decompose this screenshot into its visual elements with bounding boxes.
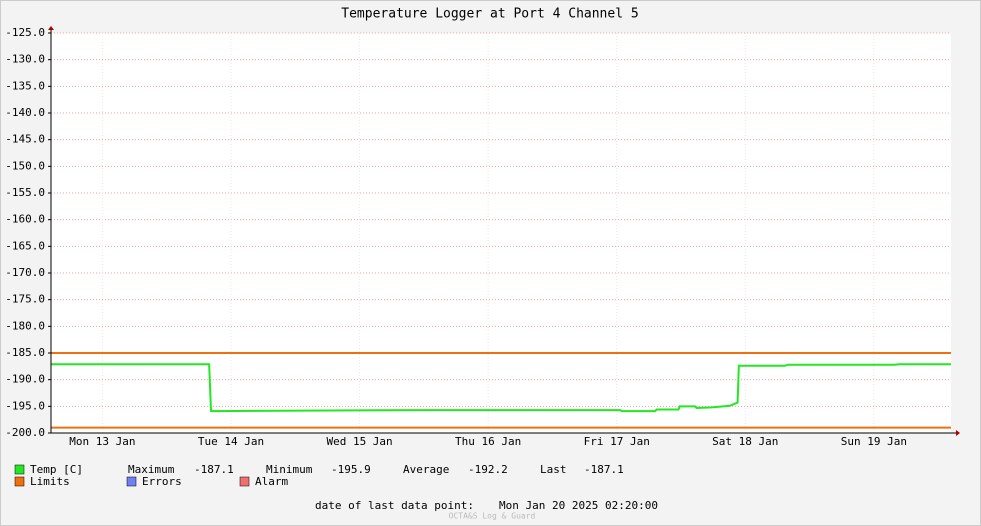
y-tick-label: -140.0	[5, 106, 45, 119]
legend: Temp [C] Maximum -187.1 Minimum -195.9 Averag…	[14, 463, 624, 488]
y-tick-label: -150.0	[5, 159, 45, 172]
y-tick-label: -200.0	[5, 426, 45, 439]
y-tick-label: -195.0	[5, 399, 45, 412]
y-tick-label: -145.0	[5, 133, 45, 146]
data-line	[51, 363, 951, 413]
y-tick-label: -155.0	[5, 186, 45, 199]
x-tick-label: Sat 18 Jan	[712, 435, 778, 448]
y-tick-label: -165.0	[5, 239, 45, 252]
x-tick-label: Sun 19 Jan	[841, 435, 907, 448]
grid	[51, 32, 951, 434]
y-tick-label: -175.0	[5, 293, 45, 306]
legend-label: Alarm	[255, 475, 288, 488]
x-tick-label: Tue 14 Jan	[198, 435, 264, 448]
footer-label: date of last data point:	[315, 499, 474, 512]
x-arrow	[956, 430, 960, 436]
stat-value: -192.2	[468, 463, 508, 476]
stat-label: Minimum	[266, 463, 313, 476]
y-tick-label: -190.0	[5, 373, 45, 386]
legend-label: Temp [C]	[30, 463, 83, 476]
x-tick-label: Thu 16 Jan	[455, 435, 521, 448]
x-tick-label: Fri 17 Jan	[584, 435, 650, 448]
legend-swatch	[239, 476, 250, 487]
x-tick-label: Mon 13 Jan	[69, 435, 135, 448]
x-tick-label: Wed 15 Jan	[326, 435, 392, 448]
y-tick-label: -170.0	[5, 266, 45, 279]
y-tick-label: -135.0	[5, 79, 45, 92]
legend-swatch	[126, 476, 137, 487]
legend-label: Limits	[30, 475, 70, 488]
legend-label: Errors	[142, 475, 182, 488]
stat-value: -195.9	[331, 463, 371, 476]
stat-label: Last	[540, 463, 567, 476]
stat-label: Maximum	[128, 463, 175, 476]
watermark: OCTA&S Log & Guard	[449, 512, 536, 521]
footer-date: Mon Jan 20 2025 02:20:00	[499, 499, 658, 512]
legend-swatch	[14, 464, 25, 475]
y-arrow	[48, 26, 54, 30]
y-tick-label: -130.0	[5, 53, 45, 66]
plot-area	[51, 33, 951, 433]
y-tick-label: -160.0	[5, 213, 45, 226]
stat-value: -187.1	[584, 463, 624, 476]
chart-title: Temperature Logger at Port 4 Channel 5	[341, 7, 638, 22]
y-tick-label: -180.0	[5, 319, 45, 332]
stat-label: Average	[403, 463, 449, 476]
legend-swatch	[14, 476, 25, 487]
marks	[51, 352, 951, 429]
stat-value: -187.1	[194, 463, 234, 476]
y-tick-label: -185.0	[5, 346, 45, 359]
y-tick-label: -125.0	[5, 26, 45, 39]
